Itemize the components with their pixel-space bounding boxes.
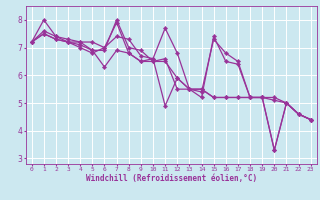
X-axis label: Windchill (Refroidissement éolien,°C): Windchill (Refroidissement éolien,°C) — [86, 174, 257, 183]
